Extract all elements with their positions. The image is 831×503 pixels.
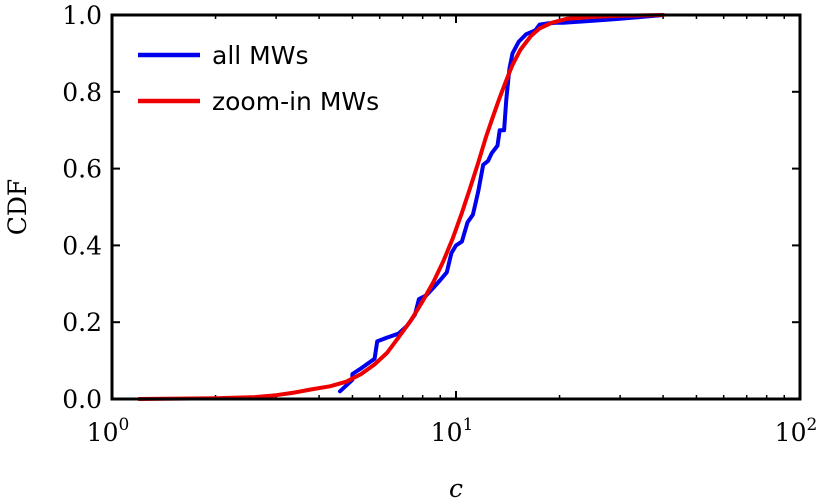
legend-label: all MWs xyxy=(212,41,308,70)
y-tick-label: 0.4 xyxy=(62,231,102,260)
y-tick-label: 0.2 xyxy=(62,308,102,337)
series-layer xyxy=(137,13,666,401)
series-line-zoom-in-mws xyxy=(137,13,666,401)
x-tick-label: 101 xyxy=(431,415,474,447)
tick-label-layer: 0.0 0.2 0.4 0.6 0.8 1.0 100 101 102 xyxy=(62,1,817,447)
y-tick-label: 0.0 xyxy=(62,385,102,414)
y-tick-label: 0.8 xyxy=(62,78,102,107)
tick-layer xyxy=(111,14,801,400)
x-axis-label: c xyxy=(449,474,463,503)
y-tick-label: 1.0 xyxy=(62,1,102,30)
plot-frame xyxy=(110,13,802,401)
y-axis-label: CDF xyxy=(3,179,32,236)
series-line-all-mws xyxy=(338,13,666,394)
legend-label: zoom-in MWs xyxy=(212,87,379,116)
x-tick-label: 102 xyxy=(775,415,818,447)
x-tick-label: 100 xyxy=(87,415,130,447)
y-tick-label: 0.6 xyxy=(62,155,102,184)
legend: all MWs zoom-in MWs xyxy=(138,41,379,116)
